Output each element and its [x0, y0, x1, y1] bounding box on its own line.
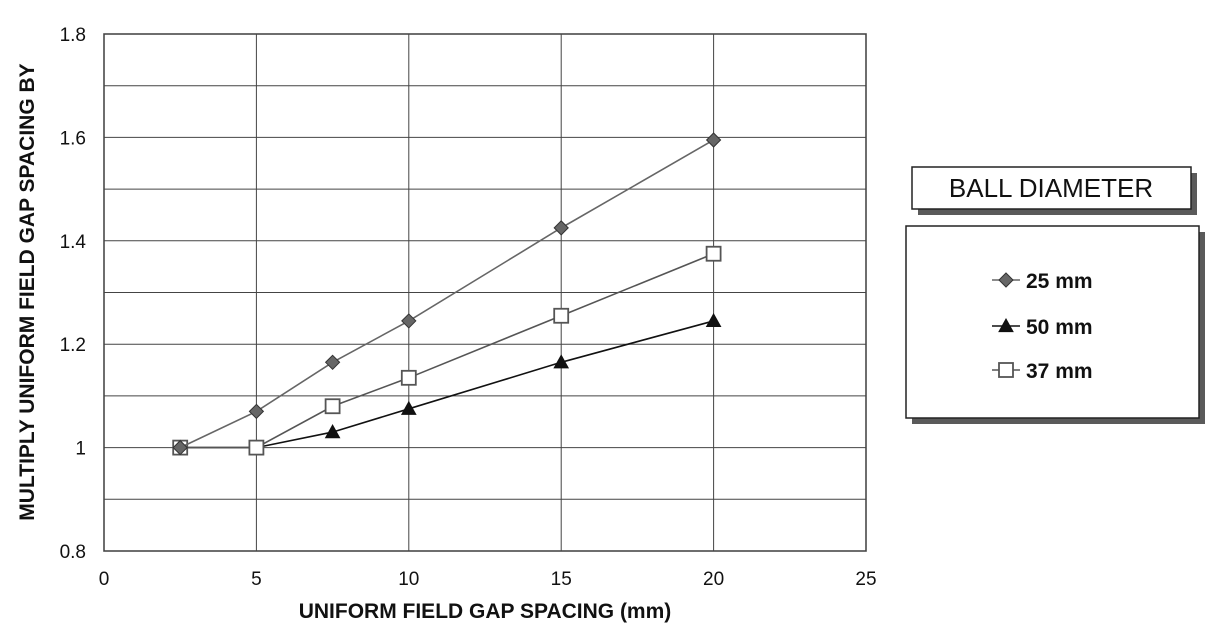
series-25-mm [172, 132, 722, 456]
data-point [553, 220, 569, 236]
tick-labels: 0 5 10 15 20 25 0.8 1 1.2 1.4 1.6 1.8 [60, 25, 877, 590]
data-point [705, 132, 722, 148]
x-tick-label: 25 [855, 569, 876, 590]
data-point [324, 398, 341, 415]
grid [103, 33, 867, 552]
data-point [400, 400, 417, 415]
legend-marker [998, 317, 1014, 333]
y-tick-label: 0.8 [60, 542, 86, 563]
series [172, 132, 722, 456]
legend-marker [998, 272, 1014, 288]
data-point [553, 307, 570, 324]
series-line [180, 252, 714, 449]
data-point [553, 354, 570, 369]
legend-marker [998, 362, 1014, 378]
data-point [705, 245, 722, 262]
data-point [172, 439, 188, 456]
legend-title: BALL DIAMETER [949, 173, 1153, 203]
x-tick-label: 20 [703, 569, 724, 590]
y-tick-label: 1.4 [60, 232, 87, 253]
y-tick-label: 1 [75, 439, 86, 460]
y-tick-label: 1.6 [60, 128, 86, 149]
x-axis-title: UNIFORM FIELD GAP SPACING (mm) [299, 600, 672, 623]
series-37-mm [172, 245, 722, 456]
legend-label: 37 mm [1026, 360, 1093, 383]
y-tick-label: 1.2 [60, 335, 86, 356]
x-tick-label: 0 [99, 569, 110, 590]
series-50-mm [172, 312, 722, 454]
data-point [401, 313, 417, 329]
y-tick-label: 1.8 [60, 25, 86, 46]
data-point [324, 354, 341, 371]
x-tick-label: 10 [398, 569, 419, 590]
x-tick-label: 15 [551, 569, 572, 590]
data-point [248, 403, 265, 420]
series-line [180, 320, 714, 449]
legend-label: 25 mm [1026, 270, 1093, 293]
legend-title-box: BALL DIAMETER [911, 166, 1197, 215]
data-point [705, 312, 722, 328]
y-axis-title: MULTIPLY UNIFORM FIELD GAP SPACING BY [16, 63, 39, 520]
data-point [400, 369, 417, 386]
series-line [179, 139, 714, 449]
data-point [324, 424, 341, 439]
x-tick-label: 5 [251, 569, 262, 590]
data-point [248, 439, 265, 456]
legend: 25 mm 50 mm 37 mm [905, 225, 1205, 424]
legend-label: 50 mm [1026, 316, 1093, 339]
